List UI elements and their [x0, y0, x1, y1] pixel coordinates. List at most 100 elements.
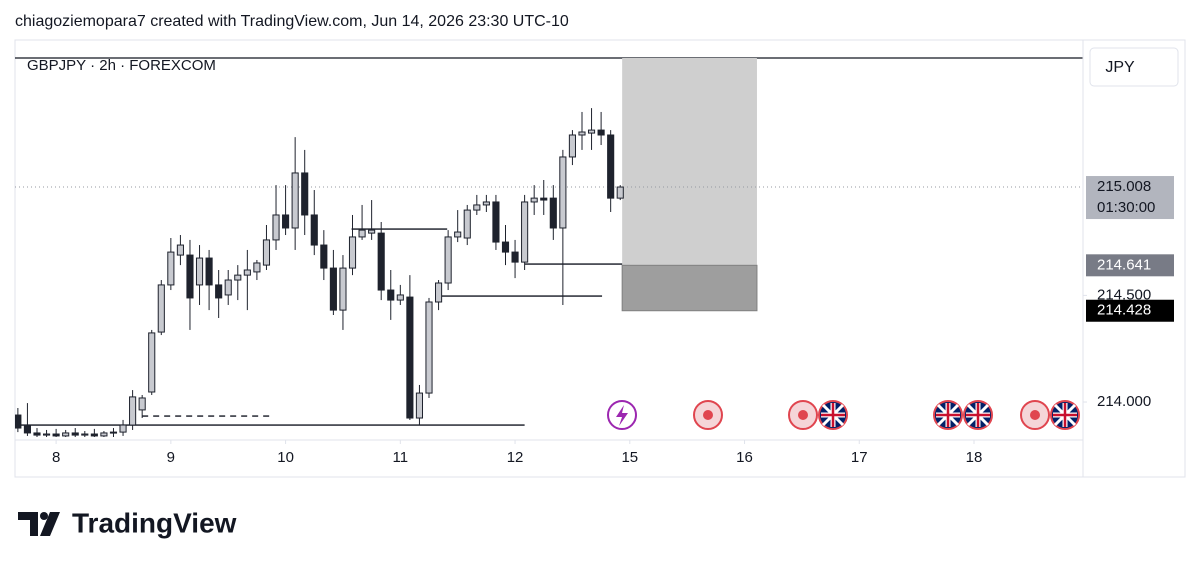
- last-price-box: [1086, 176, 1174, 220]
- candle-body: [454, 231, 462, 238]
- candle-body: [138, 397, 146, 411]
- candle-body: [368, 229, 376, 234]
- candle-body: [262, 239, 271, 266]
- candle-body: [167, 251, 175, 286]
- candle-body: [33, 432, 41, 436]
- candle-body: [42, 433, 51, 436]
- candle-body: [406, 296, 414, 419]
- event-dot: [1030, 410, 1040, 420]
- candle-body: [320, 244, 328, 269]
- candle-body: [444, 236, 452, 284]
- last-price-label: 215.008: [1097, 178, 1151, 195]
- x-tick-label: 9: [167, 449, 175, 466]
- logo-mark: [40, 512, 48, 520]
- currency-label[interactable]: JPY: [1105, 59, 1135, 76]
- candle-body: [23, 424, 31, 434]
- candle-body: [157, 284, 165, 333]
- candle-body: [52, 433, 60, 437]
- candle-body: [597, 129, 605, 136]
- x-tick-label: 18: [966, 449, 983, 466]
- candle-body: [71, 432, 79, 436]
- candle-body: [90, 433, 98, 437]
- position-target-zone: [622, 58, 757, 266]
- candle-body: [282, 214, 290, 229]
- candle-body: [396, 294, 404, 301]
- axes: 214.000 214.500 8 9 10 11 12 15 16 17 18 214.641 214…: [52, 176, 1174, 466]
- flag-cross: [936, 403, 960, 427]
- candle-body: [530, 197, 538, 203]
- flag-icon[interactable]: [818, 400, 848, 430]
- candle-body: [501, 241, 510, 253]
- event-icon-bolt: [616, 405, 628, 426]
- candle-body: [310, 214, 318, 246]
- candle-body: [607, 134, 615, 199]
- candle-body: [473, 204, 481, 211]
- x-tick-label: 12: [507, 449, 524, 466]
- candle-body: [129, 396, 137, 426]
- logo-mark: [40, 512, 60, 536]
- event-dot: [798, 410, 808, 420]
- candle-body: [387, 289, 395, 301]
- candle-body: [587, 129, 596, 134]
- footer-brand: TradingView: [72, 507, 237, 538]
- candle-body: [511, 251, 519, 263]
- candle-body: [119, 424, 127, 433]
- candle-body: [358, 229, 366, 238]
- plot-area: [15, 58, 1083, 437]
- countdown-label: 01:30:00: [1097, 199, 1155, 216]
- candle-body: [224, 279, 232, 296]
- candle-body: [253, 262, 261, 273]
- y-tick-label: 214.000: [1097, 393, 1151, 410]
- event-dot: [703, 410, 713, 420]
- candle-body: [492, 201, 500, 243]
- candle-body: [272, 214, 280, 241]
- flag-cross: [1053, 403, 1077, 427]
- candle-body: [425, 301, 433, 394]
- candle-body: [377, 232, 385, 291]
- candle-body: [540, 197, 548, 201]
- logo-mark: [18, 512, 38, 536]
- candle-body: [549, 197, 557, 229]
- currency-button[interactable]: [1089, 47, 1179, 87]
- candle-body: [463, 209, 471, 239]
- candle-body: [176, 244, 184, 256]
- candle-body: [195, 257, 204, 286]
- x-tick-label: 11: [393, 449, 409, 466]
- candle-body: [578, 131, 586, 136]
- candle-body: [301, 172, 309, 216]
- flag-icon[interactable]: [1050, 400, 1080, 430]
- candle-body: [291, 172, 299, 229]
- candle-body: [329, 267, 337, 311]
- x-tick-label: 10: [277, 449, 294, 466]
- event-icons: [607, 400, 1050, 430]
- candle-body: [568, 134, 576, 158]
- candle-body: [521, 201, 529, 263]
- symbol-label: GBPJPY · 2h · FOREXCOM: [27, 57, 216, 74]
- flag-icons: [818, 400, 1080, 430]
- entry-price-label-box: [1086, 254, 1174, 277]
- flag-icon[interactable]: [963, 400, 993, 430]
- candle-body: [243, 269, 251, 276]
- candle-body: [205, 257, 213, 286]
- candle-body: [234, 274, 242, 281]
- footer-logo: TradingView: [18, 507, 237, 538]
- position-stop-zone: [621, 264, 758, 312]
- x-tick-label: 15: [621, 449, 638, 466]
- x-tick-label: 16: [736, 449, 753, 466]
- flag-icon[interactable]: [933, 400, 963, 430]
- y-tick-label: 214.500: [1097, 286, 1151, 303]
- candle-body: [559, 156, 567, 229]
- candle-body: [148, 332, 156, 393]
- candle-body: [215, 284, 223, 299]
- candle-body: [109, 431, 118, 434]
- candle-body: [616, 186, 624, 199]
- candle-body: [15, 414, 22, 429]
- candle-body: [415, 392, 424, 419]
- candle-body: [348, 236, 357, 269]
- candle-body: [100, 432, 108, 437]
- stop-price-label: 214.428: [1097, 302, 1151, 319]
- candle-body: [339, 267, 347, 311]
- candle-body: [482, 201, 490, 206]
